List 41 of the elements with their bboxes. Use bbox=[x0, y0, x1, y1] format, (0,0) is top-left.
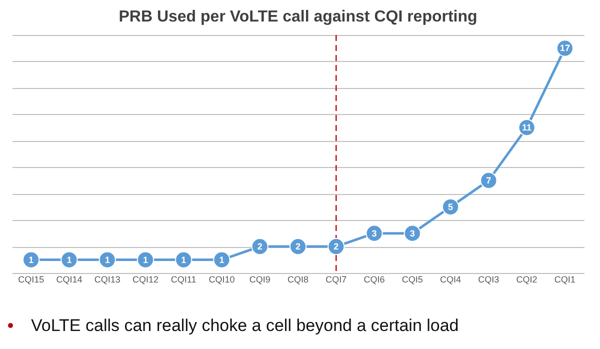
data-label: 3 bbox=[410, 228, 415, 238]
point bbox=[136, 251, 154, 268]
data-label: 1 bbox=[104, 254, 110, 265]
x-tick-label: CQI11 bbox=[170, 274, 196, 284]
data-label: 3 bbox=[372, 228, 377, 238]
point bbox=[22, 251, 40, 268]
x-tick-label: CQI4 bbox=[440, 274, 462, 284]
x-tick-label: CQI14 bbox=[56, 274, 82, 284]
data-label: 7 bbox=[486, 175, 492, 186]
data-label: 5 bbox=[448, 202, 454, 212]
data-label: 1 bbox=[181, 254, 186, 265]
point bbox=[175, 251, 192, 268]
text: VoLTE calls can really choke a cell beyond a certain load bbox=[31, 316, 459, 335]
point bbox=[480, 172, 498, 189]
x-tick-label: CQI12 bbox=[132, 274, 158, 284]
chart-title: PRB Used per VoLTE call against CQI reporting bbox=[118, 8, 478, 26]
x-tick-label: CQI8 bbox=[287, 274, 309, 284]
point bbox=[98, 251, 116, 268]
data-label: 11 bbox=[522, 122, 532, 133]
data-label: 2 bbox=[257, 242, 262, 252]
data-label: 17 bbox=[560, 43, 570, 54]
data-label: 1 bbox=[219, 254, 224, 265]
x-tick-label: CQI9 bbox=[249, 274, 270, 284]
x-tick-label: CQI5 bbox=[402, 274, 423, 284]
x-tick-label: CQI7 bbox=[326, 274, 347, 284]
point bbox=[251, 238, 268, 256]
x-tick-label: CQI2 bbox=[516, 274, 538, 284]
data-label: 2 bbox=[295, 242, 301, 252]
data-label: 1 bbox=[142, 254, 148, 265]
point bbox=[328, 238, 345, 256]
data-label: 1 bbox=[28, 254, 34, 265]
x-tick-label: CQI6 bbox=[364, 274, 385, 284]
x-tick-label: CQI10 bbox=[208, 274, 235, 284]
x-tick-label: CQI13 bbox=[94, 274, 120, 284]
x-tick-label: CQI1 bbox=[554, 274, 576, 284]
point bbox=[213, 251, 230, 268]
x-tick-label: CQI3 bbox=[478, 274, 500, 284]
x-tick-label: CQI15 bbox=[18, 274, 44, 284]
data-label: 1 bbox=[66, 254, 72, 265]
point bbox=[60, 251, 78, 268]
data-label: 2 bbox=[334, 242, 339, 252]
